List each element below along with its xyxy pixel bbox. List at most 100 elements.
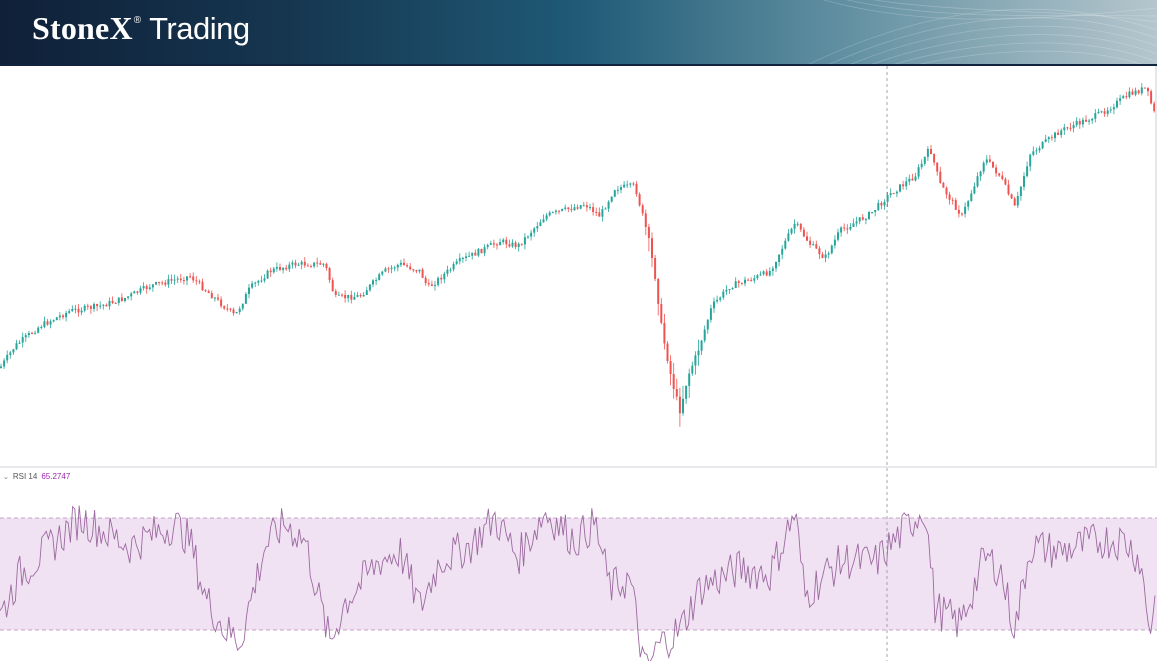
candle-body-210: [651, 238, 653, 258]
rsi-indicator-name: RSI 14: [12, 472, 38, 481]
candle-body-44: [136, 291, 139, 293]
candle-body-88: [272, 268, 275, 273]
candle-body-341: [1057, 132, 1060, 135]
candle-body-89: [275, 267, 278, 269]
candle-body-189: [585, 205, 588, 208]
chart-canvas[interactable]: [0, 66, 1157, 661]
candle-body-67: [207, 291, 210, 293]
candle-body-59: [182, 280, 185, 281]
candle-body-186: [576, 207, 579, 209]
candle-body-260: [806, 236, 808, 241]
candle-body-76: [235, 312, 238, 314]
candle-body-155: [480, 248, 483, 254]
candle-body-219: [678, 396, 681, 414]
candle-body-192: [595, 212, 598, 213]
candle-body-286: [886, 194, 889, 202]
candle-body-344: [1066, 127, 1069, 129]
candle-body-353: [1094, 113, 1097, 119]
candle-body-268: [830, 245, 833, 254]
candle-body-92: [285, 267, 288, 270]
candle-body-0: [0, 366, 2, 368]
candle-body-267: [827, 253, 830, 255]
candle-body-66: [204, 290, 207, 292]
candle-body-138: [427, 283, 430, 285]
candle-body-178: [551, 212, 554, 214]
candle-body-361: [1119, 98, 1122, 101]
candle-body-100: [310, 266, 312, 268]
chart-right-edge: [1155, 66, 1157, 467]
candle-body-145: [449, 269, 452, 271]
candle-body-140: [434, 284, 436, 286]
candle-body-369: [1143, 87, 1146, 89]
candle-body-166: [514, 242, 517, 248]
candle-body-278: [861, 217, 864, 220]
candle-body-203: [629, 183, 632, 185]
candle-body-183: [567, 207, 570, 210]
candle-body-215: [666, 343, 669, 361]
candle-body-11: [34, 332, 37, 334]
rsi-indicator-value: 65.2747: [41, 472, 71, 481]
candle-body-150: [465, 256, 467, 258]
logo-registered-mark: ®: [133, 15, 142, 26]
candle-body-43: [133, 291, 136, 294]
candle-body-185: [573, 207, 576, 211]
candle-body-47: [145, 286, 148, 289]
candle-body-188: [582, 205, 585, 207]
candle-body-14: [43, 321, 46, 327]
candle-body-252: [781, 248, 784, 255]
chevron-down-icon[interactable]: ⌄: [3, 473, 9, 481]
candle-body-146: [452, 263, 455, 270]
candle-body-368: [1140, 87, 1143, 94]
candle-body-206: [638, 194, 641, 206]
candle-body-109: [337, 294, 340, 296]
candle-body-202: [626, 184, 629, 186]
candle-body-236: [731, 288, 734, 290]
candle-body-196: [607, 201, 610, 209]
candle-body-147: [455, 261, 458, 264]
candle-body-294: [911, 178, 914, 181]
candle-body-73: [226, 308, 229, 310]
candle-body-108: [334, 291, 337, 295]
rsi-legend[interactable]: ⌄ RSI 14 65.2747: [3, 472, 70, 481]
candle-body-79: [244, 294, 247, 304]
candle-body-31: [96, 304, 99, 307]
candle-body-187: [579, 205, 582, 209]
candle-body-18: [55, 317, 58, 321]
price-chart[interactable]: [0, 66, 1157, 661]
candle-body-224: [694, 355, 697, 366]
candle-body-175: [542, 219, 545, 223]
candle-body-51: [158, 282, 161, 283]
candle-body-137: [424, 277, 427, 284]
candle-body-143: [443, 273, 446, 280]
candle-body-107: [331, 280, 334, 292]
candle-body-12: [37, 327, 40, 333]
candle-body-289: [895, 191, 898, 194]
candle-body-295: [914, 176, 917, 181]
candle-body-372: [1153, 103, 1156, 112]
candle-body-319: [988, 159, 991, 162]
candle-body-86: [266, 270, 269, 279]
candle-body-22: [68, 311, 71, 313]
candle-body-223: [691, 365, 694, 374]
candle-body-364: [1128, 91, 1131, 98]
candle-body-159: [492, 243, 495, 245]
candle-body-233: [722, 291, 725, 298]
candle-body-216: [669, 361, 672, 374]
candle-body-242: [750, 279, 753, 281]
candle-body-141: [437, 277, 440, 285]
candle-body-247: [765, 271, 768, 276]
candle-body-230: [713, 301, 715, 309]
candle-body-277: [858, 217, 861, 222]
candle-body-359: [1112, 107, 1115, 110]
candle-body-4: [12, 349, 15, 353]
stonex-trading-logo[interactable]: StoneX ® Trading: [32, 10, 250, 50]
candle-body-23: [71, 309, 74, 312]
candle-body-290: [899, 184, 901, 192]
candle-body-314: [973, 186, 976, 194]
candle-body-367: [1137, 90, 1140, 94]
candle-body-308: [954, 200, 957, 210]
candle-body-87: [269, 270, 272, 273]
candle-body-158: [489, 243, 492, 245]
candle-body-328: [1016, 196, 1019, 206]
candle-body-212: [657, 279, 660, 304]
